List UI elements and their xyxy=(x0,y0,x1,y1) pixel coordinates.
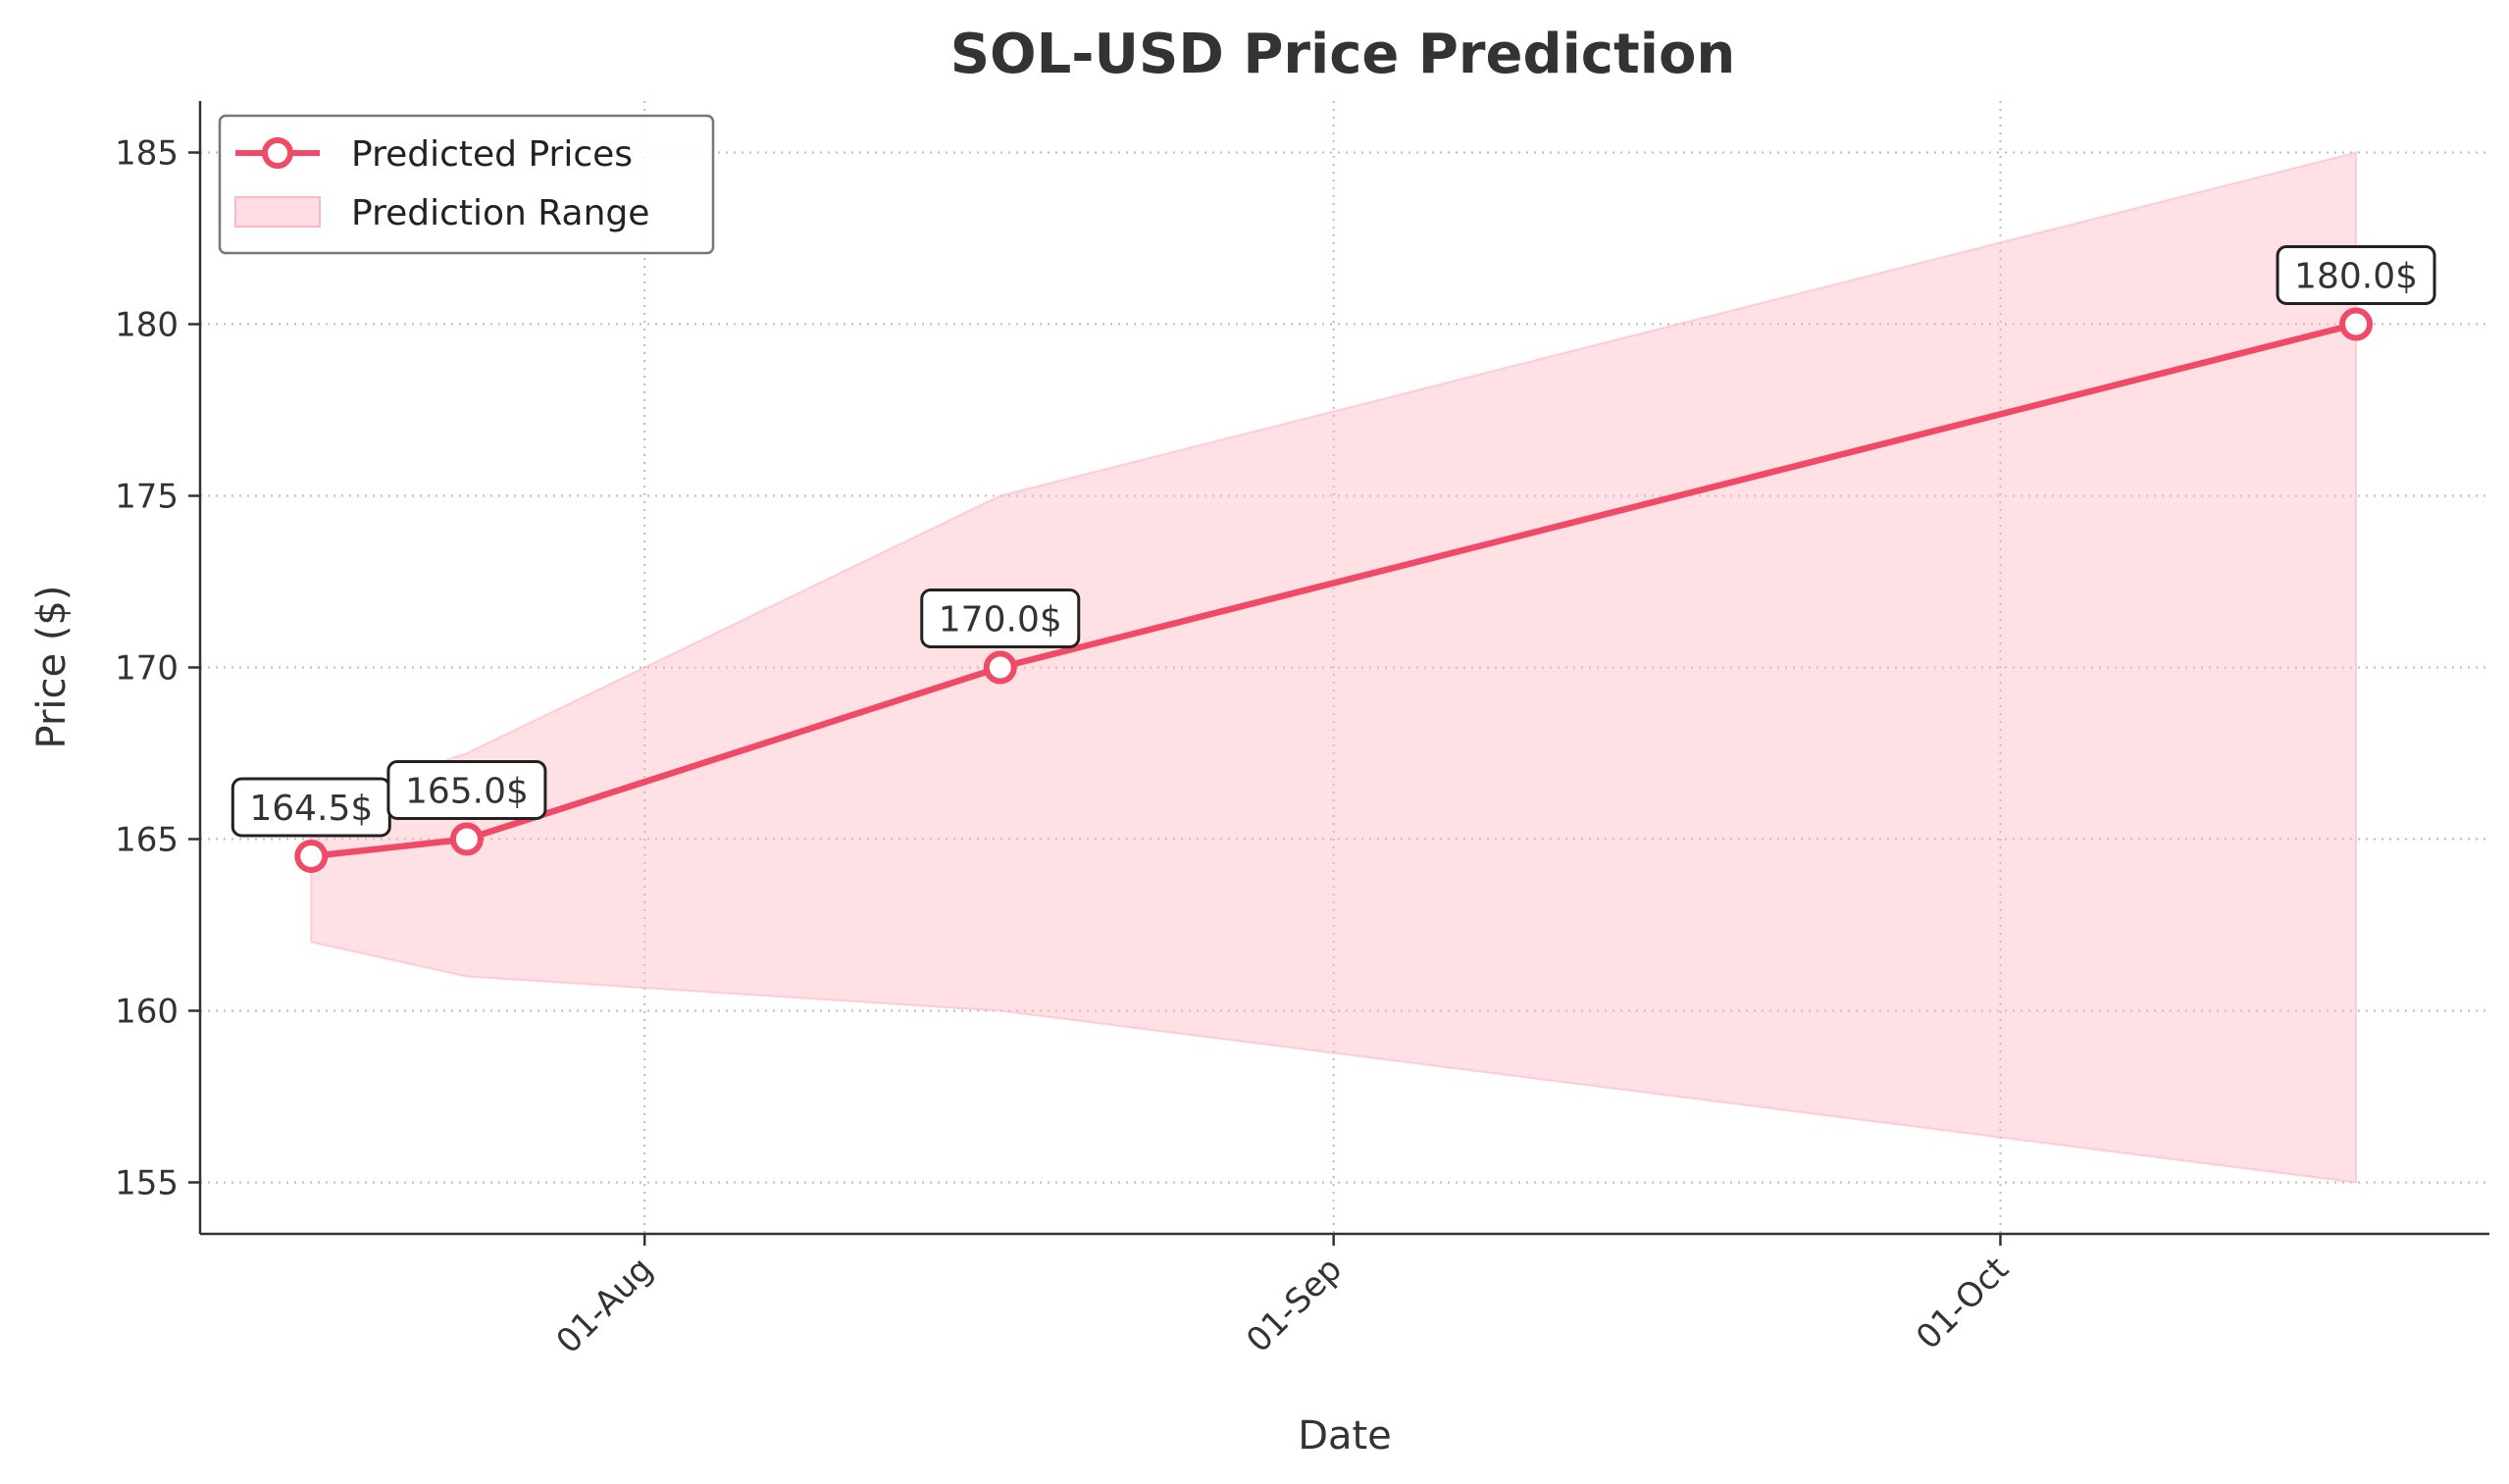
y-ticks: 155 160 165 170 175 180 185 xyxy=(115,134,200,1203)
legend: Predicted Prices Prediction Range xyxy=(218,114,715,255)
data-label: 180.0$ xyxy=(2276,245,2436,305)
chart-title: SOL-USD Price Prediction xyxy=(950,23,1736,86)
data-label-box xyxy=(920,588,1081,648)
prediction-range-band xyxy=(310,151,2358,1184)
y-tick-label: 175 xyxy=(115,478,179,517)
y-tick-label: 170 xyxy=(115,649,179,689)
data-label-box xyxy=(2276,245,2436,305)
predicted-prices-series xyxy=(294,307,2374,873)
data-label-text: 170.0$ xyxy=(939,600,1062,640)
y-tick-label: 180 xyxy=(115,306,179,345)
legend-box xyxy=(218,114,715,255)
y-tick-label: 155 xyxy=(115,1164,179,1203)
data-point xyxy=(449,822,484,856)
data-label: 165.0$ xyxy=(386,760,547,820)
y-axis-label: Price ($) xyxy=(29,586,75,749)
prediction-range-area xyxy=(310,151,2358,1184)
grid xyxy=(200,101,2489,1234)
y-tick-label: 185 xyxy=(115,134,179,174)
predicted-prices-line xyxy=(310,321,2357,860)
legend-entry-predicted-prices: Predicted Prices xyxy=(351,134,633,175)
data-label-text: 164.5$ xyxy=(249,789,373,829)
x-axis-label: Date xyxy=(1298,1413,1392,1458)
x-tick-label: 01-Sep xyxy=(1239,1250,1350,1360)
data-label-text: 165.0$ xyxy=(405,772,529,812)
data-label-text: 180.0$ xyxy=(2294,257,2418,297)
data-point xyxy=(2339,307,2374,341)
x-ticks: 01-Aug 01-Sep 01-Oct xyxy=(549,1234,2017,1361)
legend-marker-swatch xyxy=(262,137,293,169)
data-label-box xyxy=(386,760,547,820)
data-point xyxy=(983,650,1017,685)
legend-range-swatch xyxy=(234,196,321,228)
data-labels: 164.5$ 165.0$ 170.0$ 180.0$ xyxy=(230,245,2436,838)
data-label: 170.0$ xyxy=(920,588,1081,648)
y-tick-label: 165 xyxy=(115,821,179,860)
x-tick-label: 01-Oct xyxy=(1909,1250,2017,1357)
x-tick-label: 01-Aug xyxy=(549,1250,661,1361)
legend-entry-prediction-range: Prediction Range xyxy=(351,193,649,233)
y-tick-label: 160 xyxy=(115,993,179,1032)
data-label: 164.5$ xyxy=(230,777,391,838)
data-point xyxy=(294,840,329,873)
